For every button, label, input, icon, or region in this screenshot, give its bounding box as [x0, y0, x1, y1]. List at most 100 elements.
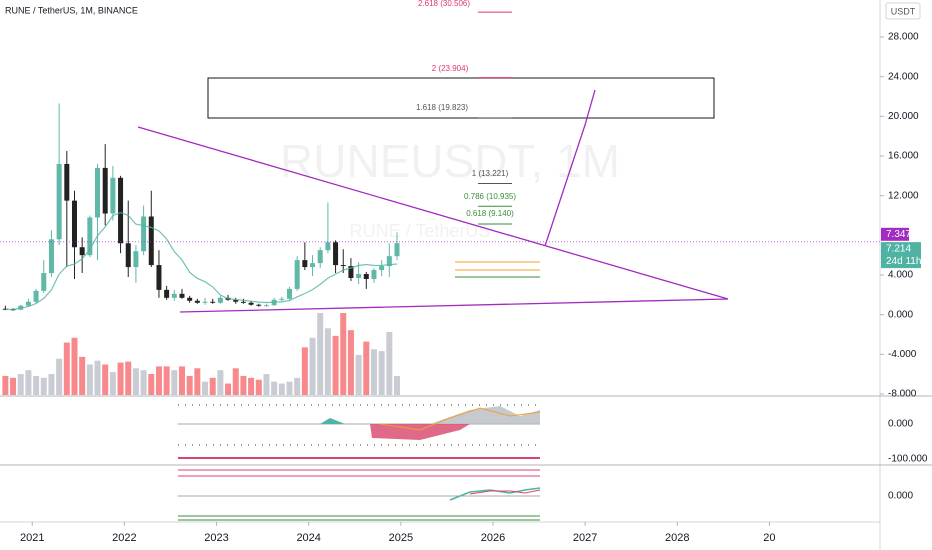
- volume-bar: [79, 356, 86, 395]
- volume-bar: [125, 361, 132, 395]
- volume-bar: [10, 377, 17, 395]
- y-tick-label: 16.000: [888, 151, 919, 162]
- trendline: [137, 126, 729, 300]
- volume-bar: [171, 370, 178, 395]
- currency: USDT: [891, 6, 916, 16]
- candle-body: [210, 301, 216, 303]
- target-box: [207, 77, 715, 119]
- y-tick-label: 0.000: [888, 309, 913, 320]
- volume-bar: [202, 381, 209, 395]
- candle-body: [333, 242, 339, 266]
- volume-bar: [86, 364, 93, 395]
- macd-area: [370, 424, 470, 440]
- candle-body: [2, 308, 8, 310]
- x-tick-label: 2027: [573, 532, 597, 544]
- volume-bar: [309, 337, 316, 395]
- volume-bar: [178, 366, 185, 395]
- candle-body: [279, 298, 285, 300]
- candle-body: [179, 293, 185, 298]
- volume-bar: [109, 372, 116, 395]
- volume-bar: [194, 368, 201, 395]
- candle-body: [48, 239, 54, 274]
- price-tag: [881, 227, 909, 241]
- y-tick-label: 24.000: [888, 71, 919, 82]
- watermark: RUNEUSDT, 1M: [280, 135, 620, 187]
- volume-bar: [40, 377, 47, 395]
- volume-bar: [63, 342, 70, 395]
- volume-bar: [278, 383, 285, 395]
- candle-body: [386, 256, 392, 267]
- candle-body: [156, 265, 162, 290]
- volume-bar: [17, 374, 24, 395]
- candle-body: [363, 274, 369, 279]
- volume-bar: [232, 368, 239, 395]
- volume-bar: [363, 341, 370, 395]
- candle-body: [310, 263, 316, 268]
- y-tick-label: 12.000: [888, 190, 919, 201]
- trendline: [179, 298, 729, 313]
- volume-bar: [294, 377, 301, 395]
- candle-body: [125, 243, 131, 268]
- y-tick-label: 20.000: [888, 111, 919, 122]
- x-tick-label: 2021: [20, 532, 44, 544]
- candle-body: [286, 288, 292, 299]
- price-tag-label: 7.214: [886, 243, 911, 254]
- candle-body: [202, 301, 208, 303]
- macd: [178, 404, 541, 446]
- volume-bar: [186, 375, 193, 395]
- candle-body: [325, 242, 331, 251]
- candle-body: [379, 266, 385, 271]
- ranges: [455, 261, 540, 278]
- volume-bar: [217, 370, 224, 395]
- volume-bar: [255, 379, 262, 395]
- candle-body: [340, 265, 346, 267]
- volume-bar: [240, 375, 247, 395]
- volume-bar: [102, 364, 109, 395]
- candle-body: [194, 300, 200, 303]
- candle-body: [240, 301, 246, 303]
- volume-bar: [317, 313, 324, 395]
- volume-bar: [225, 383, 232, 395]
- fib-label: 1 (13.221): [472, 169, 509, 178]
- countdown: 24d 11h: [886, 256, 921, 267]
- x-tick-label: 2023: [204, 532, 228, 544]
- candle-body: [233, 299, 239, 302]
- fib-label: 0.786 (10.935): [464, 192, 516, 201]
- candle-body: [356, 274, 362, 278]
- candle-body: [148, 216, 154, 266]
- candle-body: [95, 167, 101, 218]
- osc-line: [469, 489, 541, 495]
- candle-body: [371, 270, 377, 279]
- projection: [544, 89, 596, 247]
- volume-bar: [263, 374, 270, 395]
- watermark-name: RUNE / TetherUS: [350, 221, 491, 241]
- volume-bar: [378, 351, 385, 395]
- indicator-label: 0.000: [888, 491, 913, 502]
- y-tick-label: -8.000: [888, 389, 917, 400]
- y-tick-label: -4.000: [888, 349, 917, 360]
- x-tick-label: 2025: [389, 532, 413, 544]
- volume-bar: [340, 313, 347, 395]
- candle-body: [141, 216, 147, 252]
- volume-bar: [117, 362, 124, 395]
- volume-bar: [155, 366, 162, 395]
- macd-area: [430, 406, 540, 424]
- fib-label: 0.618 (9.140): [466, 209, 514, 218]
- candle-body: [79, 247, 85, 256]
- indicator-label: -100.000: [888, 454, 928, 465]
- volume-bar: [2, 375, 9, 395]
- fib-label: 2.618 (30.506): [418, 0, 470, 8]
- candle-body: [110, 177, 116, 214]
- price-tag: [881, 242, 921, 269]
- candle-body: [118, 177, 124, 244]
- price-tag-label: 7.347: [886, 229, 911, 240]
- macd-area: [320, 418, 345, 424]
- volume-bar: [393, 375, 400, 395]
- volume-bar: [286, 381, 293, 395]
- x-tick-label: 2028: [665, 532, 689, 544]
- candle-body: [348, 266, 354, 278]
- volume-bar: [386, 332, 393, 395]
- candle-body: [33, 290, 39, 302]
- volume-bar: [94, 360, 101, 395]
